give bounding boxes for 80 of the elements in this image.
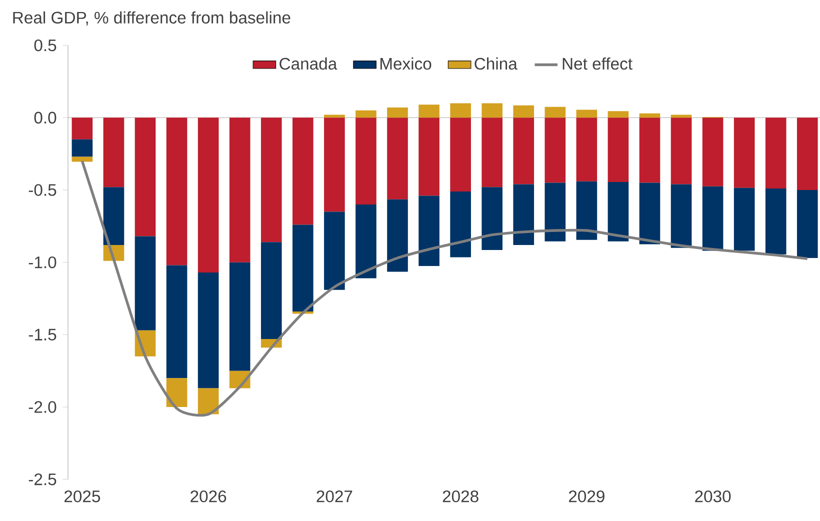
bar — [513, 105, 534, 118]
bar — [670, 118, 692, 184]
bar — [134, 118, 156, 236]
bar — [576, 118, 598, 182]
bar — [702, 186, 724, 251]
bar — [324, 212, 345, 290]
y-tick-label: -2.5 — [28, 473, 56, 486]
bar — [166, 118, 188, 266]
x-tick-label: 2027 — [316, 490, 352, 502]
bar — [796, 190, 818, 258]
bar — [387, 107, 408, 118]
bar — [260, 118, 282, 242]
bar — [513, 184, 534, 245]
bar — [387, 118, 408, 200]
bar — [103, 186, 124, 245]
bar — [356, 118, 376, 204]
bar — [639, 182, 660, 244]
bar — [513, 118, 534, 184]
x-tick-label: 2030 — [695, 490, 731, 502]
bar — [72, 139, 93, 157]
legend-label: China — [474, 57, 518, 70]
bar — [387, 199, 408, 272]
bar — [608, 118, 629, 182]
bar — [450, 103, 471, 118]
bar — [544, 182, 566, 242]
x-tick-label: 2025 — [64, 490, 100, 502]
legend-label: Mexico — [380, 57, 432, 70]
bar — [734, 188, 755, 251]
bar — [765, 188, 786, 254]
bar — [608, 110, 629, 118]
bar — [450, 191, 471, 258]
bar — [765, 118, 786, 188]
bar — [702, 118, 724, 186]
y-tick-label: -0.5 — [28, 184, 56, 196]
bar — [292, 118, 314, 225]
bar — [198, 272, 219, 388]
legend-label: Canada — [280, 57, 338, 70]
bar — [418, 196, 440, 266]
bar — [608, 182, 629, 242]
x-tick-label: 2028 — [442, 490, 478, 502]
bar — [576, 181, 598, 240]
bar — [482, 103, 502, 118]
bar — [166, 378, 188, 407]
bar — [292, 224, 314, 312]
bar — [670, 184, 692, 248]
bar — [229, 118, 250, 262]
bar — [72, 118, 93, 140]
bar — [639, 118, 660, 183]
bar — [198, 118, 219, 272]
x-tick-label: 2026 — [190, 490, 226, 502]
y-tick-label: -1.0 — [28, 256, 56, 268]
bar — [450, 118, 471, 192]
bar — [356, 204, 376, 278]
bar — [482, 186, 502, 250]
y-tick-label: 0.0 — [34, 112, 56, 124]
bar — [198, 388, 219, 414]
bar — [544, 106, 566, 118]
line-series — [80, 160, 809, 416]
y-tick-label: 0.5 — [34, 39, 56, 52]
bar — [166, 265, 188, 378]
bar — [229, 262, 250, 371]
bar — [734, 118, 755, 188]
bar — [134, 236, 156, 330]
bar — [482, 118, 502, 187]
bar — [544, 118, 566, 183]
bar — [260, 242, 282, 339]
bar — [72, 156, 93, 162]
bar — [576, 110, 598, 118]
x-tick-label: 2029 — [568, 490, 604, 502]
bar — [103, 118, 124, 187]
y-axis-title: Real GDP, % difference from baseline — [13, 11, 290, 26]
y-tick-label: -2.0 — [28, 400, 56, 413]
legend-label: Net effect — [562, 57, 632, 70]
bar — [418, 104, 440, 118]
bar — [796, 118, 818, 190]
bar — [639, 113, 660, 118]
bar — [418, 118, 440, 196]
bar — [356, 110, 376, 118]
y-tick-label: -1.5 — [28, 328, 56, 340]
bar — [324, 118, 345, 212]
